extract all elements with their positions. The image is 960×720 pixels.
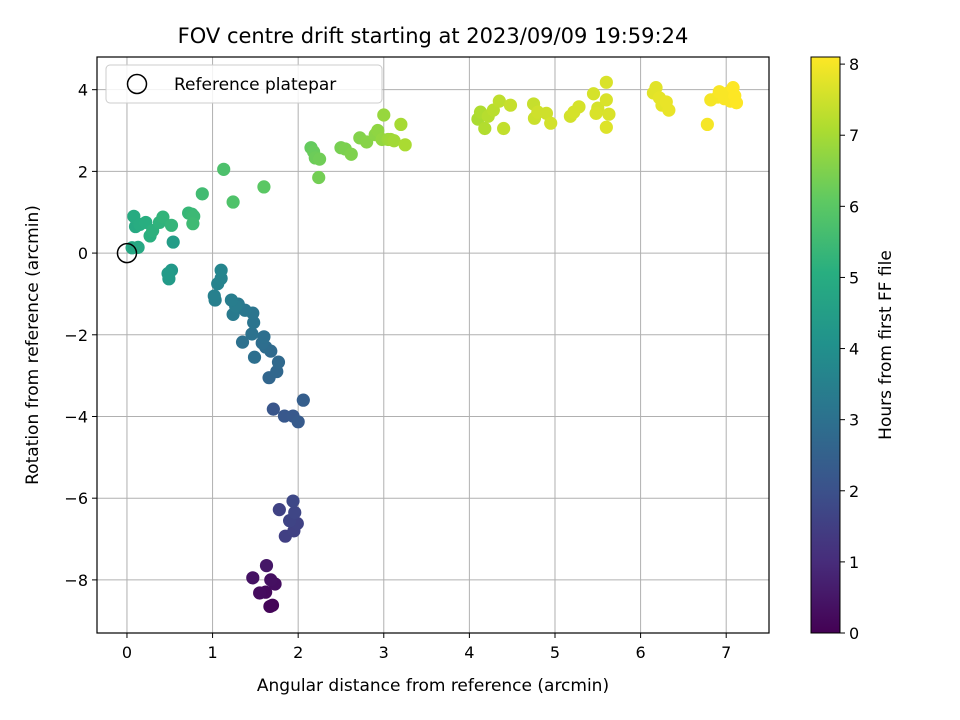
plot-frame [96, 56, 770, 634]
reference-point [116, 242, 138, 264]
data-point [272, 503, 286, 517]
data-point [589, 106, 603, 120]
colorbar-tick-label: 4 [849, 340, 859, 359]
data-point [266, 402, 280, 416]
data-point [166, 235, 180, 249]
data-point [497, 121, 511, 136]
y-tick-label: −4 [64, 407, 88, 426]
data-point [729, 96, 744, 110]
colorbar-label: Hours from first FF file [876, 250, 896, 440]
y-tick-label: 0 [78, 244, 88, 263]
data-point [599, 75, 613, 89]
data-point [586, 87, 601, 101]
data-point [503, 98, 518, 112]
points-layer [116, 75, 744, 614]
data-point [164, 218, 179, 232]
data-point [195, 187, 209, 201]
data-point [394, 117, 408, 132]
colorbar-tick-label: 3 [849, 411, 859, 430]
data-point [572, 100, 586, 114]
y-ticks: −8 −6 −4 −2 0 2 4 [64, 81, 97, 590]
data-point [599, 93, 613, 107]
data-point [245, 327, 259, 341]
data-point [602, 107, 616, 121]
data-point [246, 571, 260, 585]
data-point [247, 350, 262, 364]
x-tick-label: 0 [122, 643, 132, 662]
x-tick-label: 7 [721, 643, 731, 662]
data-point [286, 494, 300, 508]
data-point [131, 240, 145, 254]
colorbar-tick-label: 2 [849, 482, 859, 501]
data-point [271, 355, 286, 369]
legend-box [105, 64, 383, 104]
x-tick-label: 4 [464, 643, 474, 662]
colorbar-tick-label: 5 [849, 268, 859, 287]
data-point [264, 573, 278, 587]
y-axis-label: Rotation from reference (arcmin) [23, 205, 43, 485]
x-tick-label: 3 [379, 643, 389, 662]
x-tick-label: 2 [293, 643, 303, 662]
y-tick-label: −2 [64, 326, 88, 345]
data-point [360, 135, 374, 149]
data-point [288, 505, 302, 520]
data-point [377, 108, 391, 122]
data-point [291, 415, 305, 429]
data-point [649, 81, 663, 95]
data-point [344, 147, 358, 161]
colorbar-tick-label: 8 [849, 55, 859, 74]
data-point [257, 330, 271, 344]
x-tick-label: 1 [207, 643, 217, 662]
data-point [296, 393, 310, 407]
data-point [544, 116, 558, 130]
legend-entry: Reference platepar [174, 75, 336, 95]
data-point [214, 263, 228, 277]
data-point [312, 170, 326, 185]
colorbar-ticks: 0 1 2 3 4 5 6 7 8 [840, 55, 859, 643]
colorbar [810, 56, 841, 634]
data-point [161, 266, 175, 281]
x-tick-label: 6 [635, 643, 645, 662]
y-tick-label: 4 [78, 81, 88, 100]
data-point [478, 121, 492, 136]
data-point [398, 138, 412, 152]
data-point [235, 335, 250, 349]
x-axis-label: Angular distance from reference (arcmin) [257, 676, 609, 696]
data-point [217, 162, 231, 176]
colorbar-tick-label: 1 [849, 553, 859, 572]
data-point [492, 94, 506, 108]
data-point [257, 180, 271, 194]
data-point [263, 599, 277, 614]
colorbar-tick-label: 0 [849, 624, 859, 643]
data-point [599, 120, 613, 134]
x-tick-label: 5 [550, 643, 560, 662]
x-ticks: 0 1 2 3 4 5 6 7 [122, 633, 731, 662]
y-tick-label: −6 [64, 489, 88, 508]
reference-marker-icon [126, 73, 148, 95]
y-tick-label: 2 [78, 162, 88, 181]
chart-title: FOV centre drift starting at 2023/09/09 … [178, 24, 689, 48]
colorbar-tick-label: 6 [849, 197, 859, 216]
data-point [207, 289, 221, 303]
data-point [186, 217, 200, 231]
grid-layer [97, 57, 769, 633]
data-point [387, 134, 401, 148]
data-point [224, 293, 238, 307]
y-tick-label: −8 [64, 571, 88, 590]
data-point [156, 210, 170, 224]
data-point [253, 586, 267, 600]
legend: Reference platepar [105, 64, 383, 104]
data-point [700, 117, 714, 132]
data-point [312, 152, 327, 166]
data-point [226, 195, 240, 209]
data-point [259, 558, 274, 573]
data-point [662, 103, 676, 117]
colorbar-tick-label: 7 [849, 126, 859, 145]
